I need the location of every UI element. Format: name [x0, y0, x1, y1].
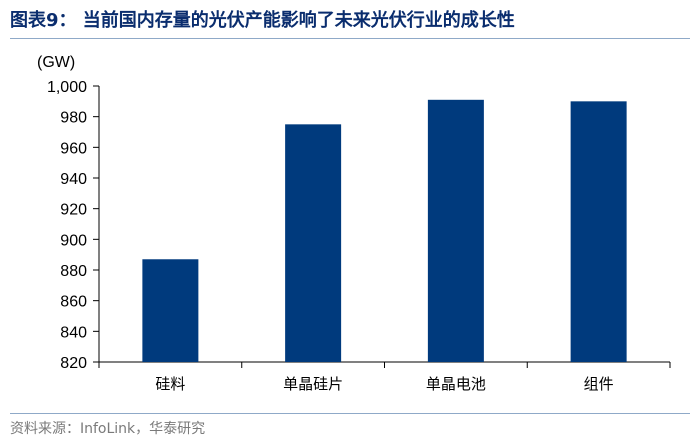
source-note: 资料来源：InfoLink，华泰研究 — [10, 421, 206, 437]
chart-title: 图表9： 当前国内存量的光伏产能影响了未来光伏行业的成长性 — [10, 10, 515, 31]
source-divider — [10, 413, 690, 414]
y-tick-label: 820 — [60, 355, 87, 372]
title-divider — [10, 38, 690, 39]
y-axis: 820 840 860 880 900 920 940 960 980 1,000 — [47, 79, 100, 372]
x-axis: 硅料 单晶硅片 单晶电池 组件 — [98, 361, 671, 393]
bar — [427, 99, 484, 363]
bars — [142, 99, 627, 363]
y-tick-label: 940 — [60, 171, 87, 188]
y-axis-unit-label: (GW) — [37, 54, 75, 71]
y-tick-label: 1,000 — [47, 79, 87, 96]
bar — [142, 259, 199, 362]
x-category-label: 单晶硅片 — [283, 375, 343, 393]
y-tick-label: 980 — [60, 110, 87, 127]
y-tick-label: 880 — [60, 263, 87, 280]
bar — [570, 101, 627, 362]
y-tick-label: 900 — [60, 232, 87, 249]
y-tick-label: 860 — [60, 294, 87, 311]
x-category-label: 硅料 — [155, 375, 185, 393]
y-tick-label: 960 — [60, 140, 87, 157]
y-tick-label: 840 — [60, 324, 87, 341]
x-category-label: 单晶电池 — [426, 375, 486, 393]
y-tick-label: 920 — [60, 202, 87, 219]
bar — [285, 124, 342, 362]
x-category-label: 组件 — [584, 375, 614, 393]
